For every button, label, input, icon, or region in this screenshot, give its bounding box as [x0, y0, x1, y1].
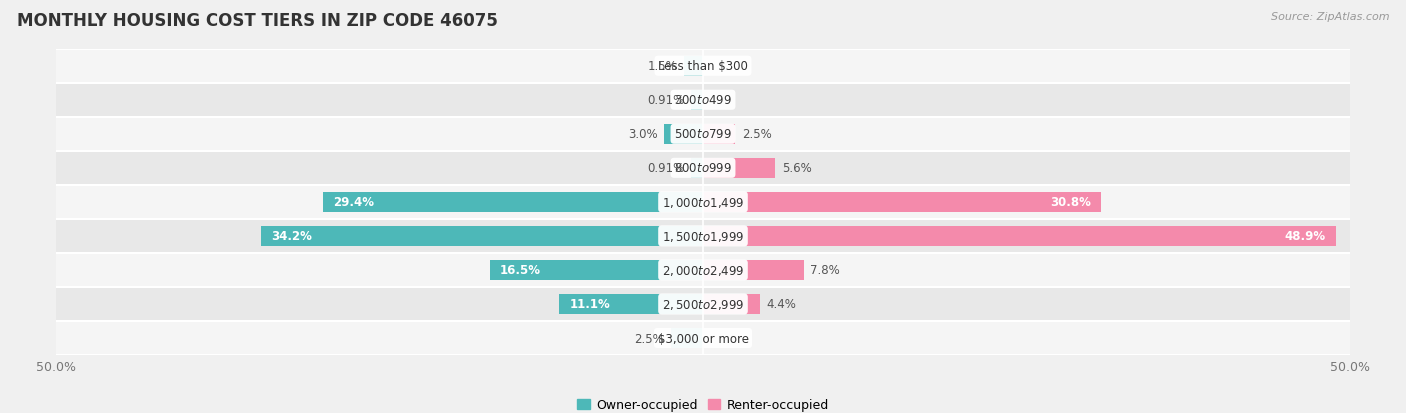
Text: $2,500 to $2,999: $2,500 to $2,999: [662, 297, 744, 311]
Text: $300 to $499: $300 to $499: [673, 94, 733, 107]
Bar: [56, 321, 1350, 355]
Bar: [692, 90, 703, 110]
Text: $3,000 or more: $3,000 or more: [658, 332, 748, 345]
Bar: [560, 294, 703, 314]
Bar: [703, 125, 735, 144]
Text: 1.5%: 1.5%: [647, 60, 678, 73]
Text: 7.8%: 7.8%: [810, 264, 841, 277]
Text: 0.91%: 0.91%: [648, 94, 685, 107]
Text: $1,500 to $1,999: $1,500 to $1,999: [662, 229, 744, 243]
Bar: [56, 50, 1350, 83]
Text: Less than $300: Less than $300: [658, 60, 748, 73]
Text: 5.6%: 5.6%: [782, 162, 811, 175]
Text: $1,000 to $1,499: $1,000 to $1,499: [662, 195, 744, 209]
Text: MONTHLY HOUSING COST TIERS IN ZIP CODE 46075: MONTHLY HOUSING COST TIERS IN ZIP CODE 4…: [17, 12, 498, 30]
Bar: [56, 219, 1350, 253]
Bar: [323, 192, 703, 212]
Text: 34.2%: 34.2%: [271, 230, 312, 243]
Bar: [703, 159, 776, 178]
Text: Source: ZipAtlas.com: Source: ZipAtlas.com: [1271, 12, 1389, 22]
Text: 48.9%: 48.9%: [1284, 230, 1326, 243]
Text: 2.5%: 2.5%: [634, 332, 664, 345]
Bar: [56, 117, 1350, 152]
Text: $2,000 to $2,499: $2,000 to $2,499: [662, 263, 744, 277]
Text: $800 to $999: $800 to $999: [673, 162, 733, 175]
Text: 4.4%: 4.4%: [766, 298, 796, 311]
Bar: [56, 152, 1350, 185]
Bar: [671, 328, 703, 348]
Text: 16.5%: 16.5%: [501, 264, 541, 277]
Bar: [703, 192, 1101, 212]
Text: 11.1%: 11.1%: [569, 298, 610, 311]
Text: 2.5%: 2.5%: [742, 128, 772, 141]
Text: 30.8%: 30.8%: [1050, 196, 1091, 209]
Text: 29.4%: 29.4%: [333, 196, 374, 209]
Bar: [703, 294, 759, 314]
Bar: [489, 261, 703, 280]
Text: 3.0%: 3.0%: [628, 128, 658, 141]
Bar: [703, 226, 1336, 246]
Bar: [56, 287, 1350, 321]
Bar: [56, 185, 1350, 219]
Text: $500 to $799: $500 to $799: [673, 128, 733, 141]
Bar: [56, 83, 1350, 117]
Text: 0.91%: 0.91%: [648, 162, 685, 175]
Legend: Owner-occupied, Renter-occupied: Owner-occupied, Renter-occupied: [572, 393, 834, 413]
Bar: [703, 261, 804, 280]
Bar: [260, 226, 703, 246]
Bar: [692, 159, 703, 178]
Bar: [56, 253, 1350, 287]
Bar: [664, 125, 703, 144]
Bar: [683, 57, 703, 76]
